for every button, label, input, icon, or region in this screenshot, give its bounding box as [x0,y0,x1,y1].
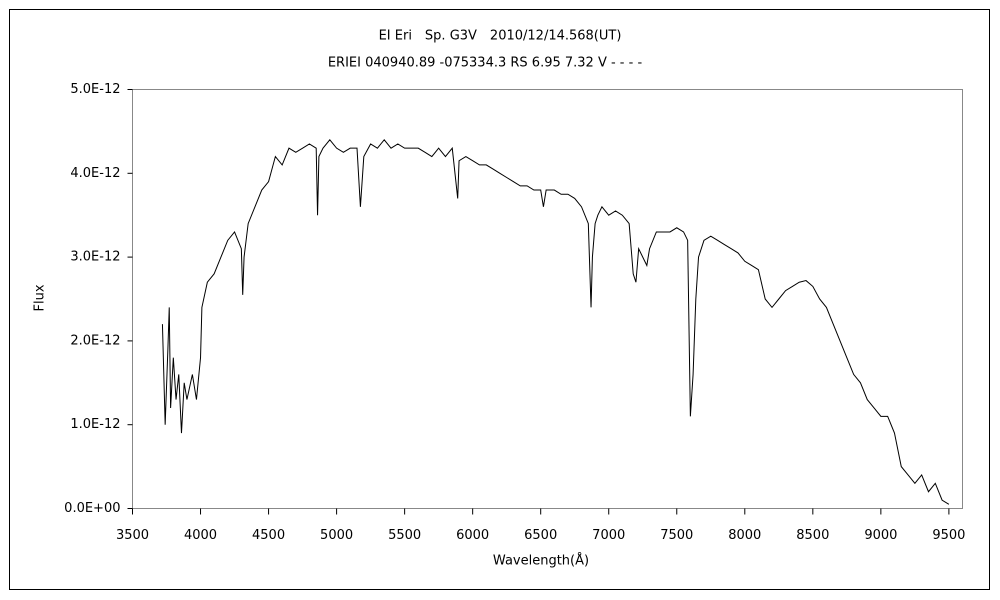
x-tick-label: 5500 [388,528,421,543]
x-tick-label: 7000 [592,528,625,543]
plot-area [132,89,963,509]
chart-title: EI Eri Sp. G3V 2010/12/14.568(UT) [379,29,622,44]
y-tick-label: 1.0E-12 [70,417,120,432]
y-tick-label: 5.0E-12 [70,82,120,97]
x-axis-label: Wavelength(Å) [493,553,589,569]
y-tick-label: 4.0E-12 [70,166,120,181]
spectrum-line [161,138,950,505]
x-tick-label: 7500 [660,528,693,543]
x-tick-label: 3500 [116,528,149,543]
y-tick-label: 2.0E-12 [70,333,120,348]
x-tick-label: 8500 [796,528,829,543]
y-axis-label: Flux [33,284,48,311]
x-tick-label: 6000 [456,528,489,543]
y-tick-label: 0.0E+00 [64,501,120,516]
y-tick-label: 3.0E-12 [70,250,120,265]
x-tick-label: 5000 [320,528,353,543]
chart-subtitle: ERIEI 040940.89 -075334.3 RS 6.95 7.32 V… [328,56,643,71]
x-tick-label: 4500 [252,528,285,543]
x-tick-label: 9500 [932,528,965,543]
x-tick-label: 8000 [728,528,761,543]
x-tick-label: 9000 [864,528,897,543]
x-tick-label: 6500 [524,528,557,543]
x-tick-label: 4000 [184,528,217,543]
